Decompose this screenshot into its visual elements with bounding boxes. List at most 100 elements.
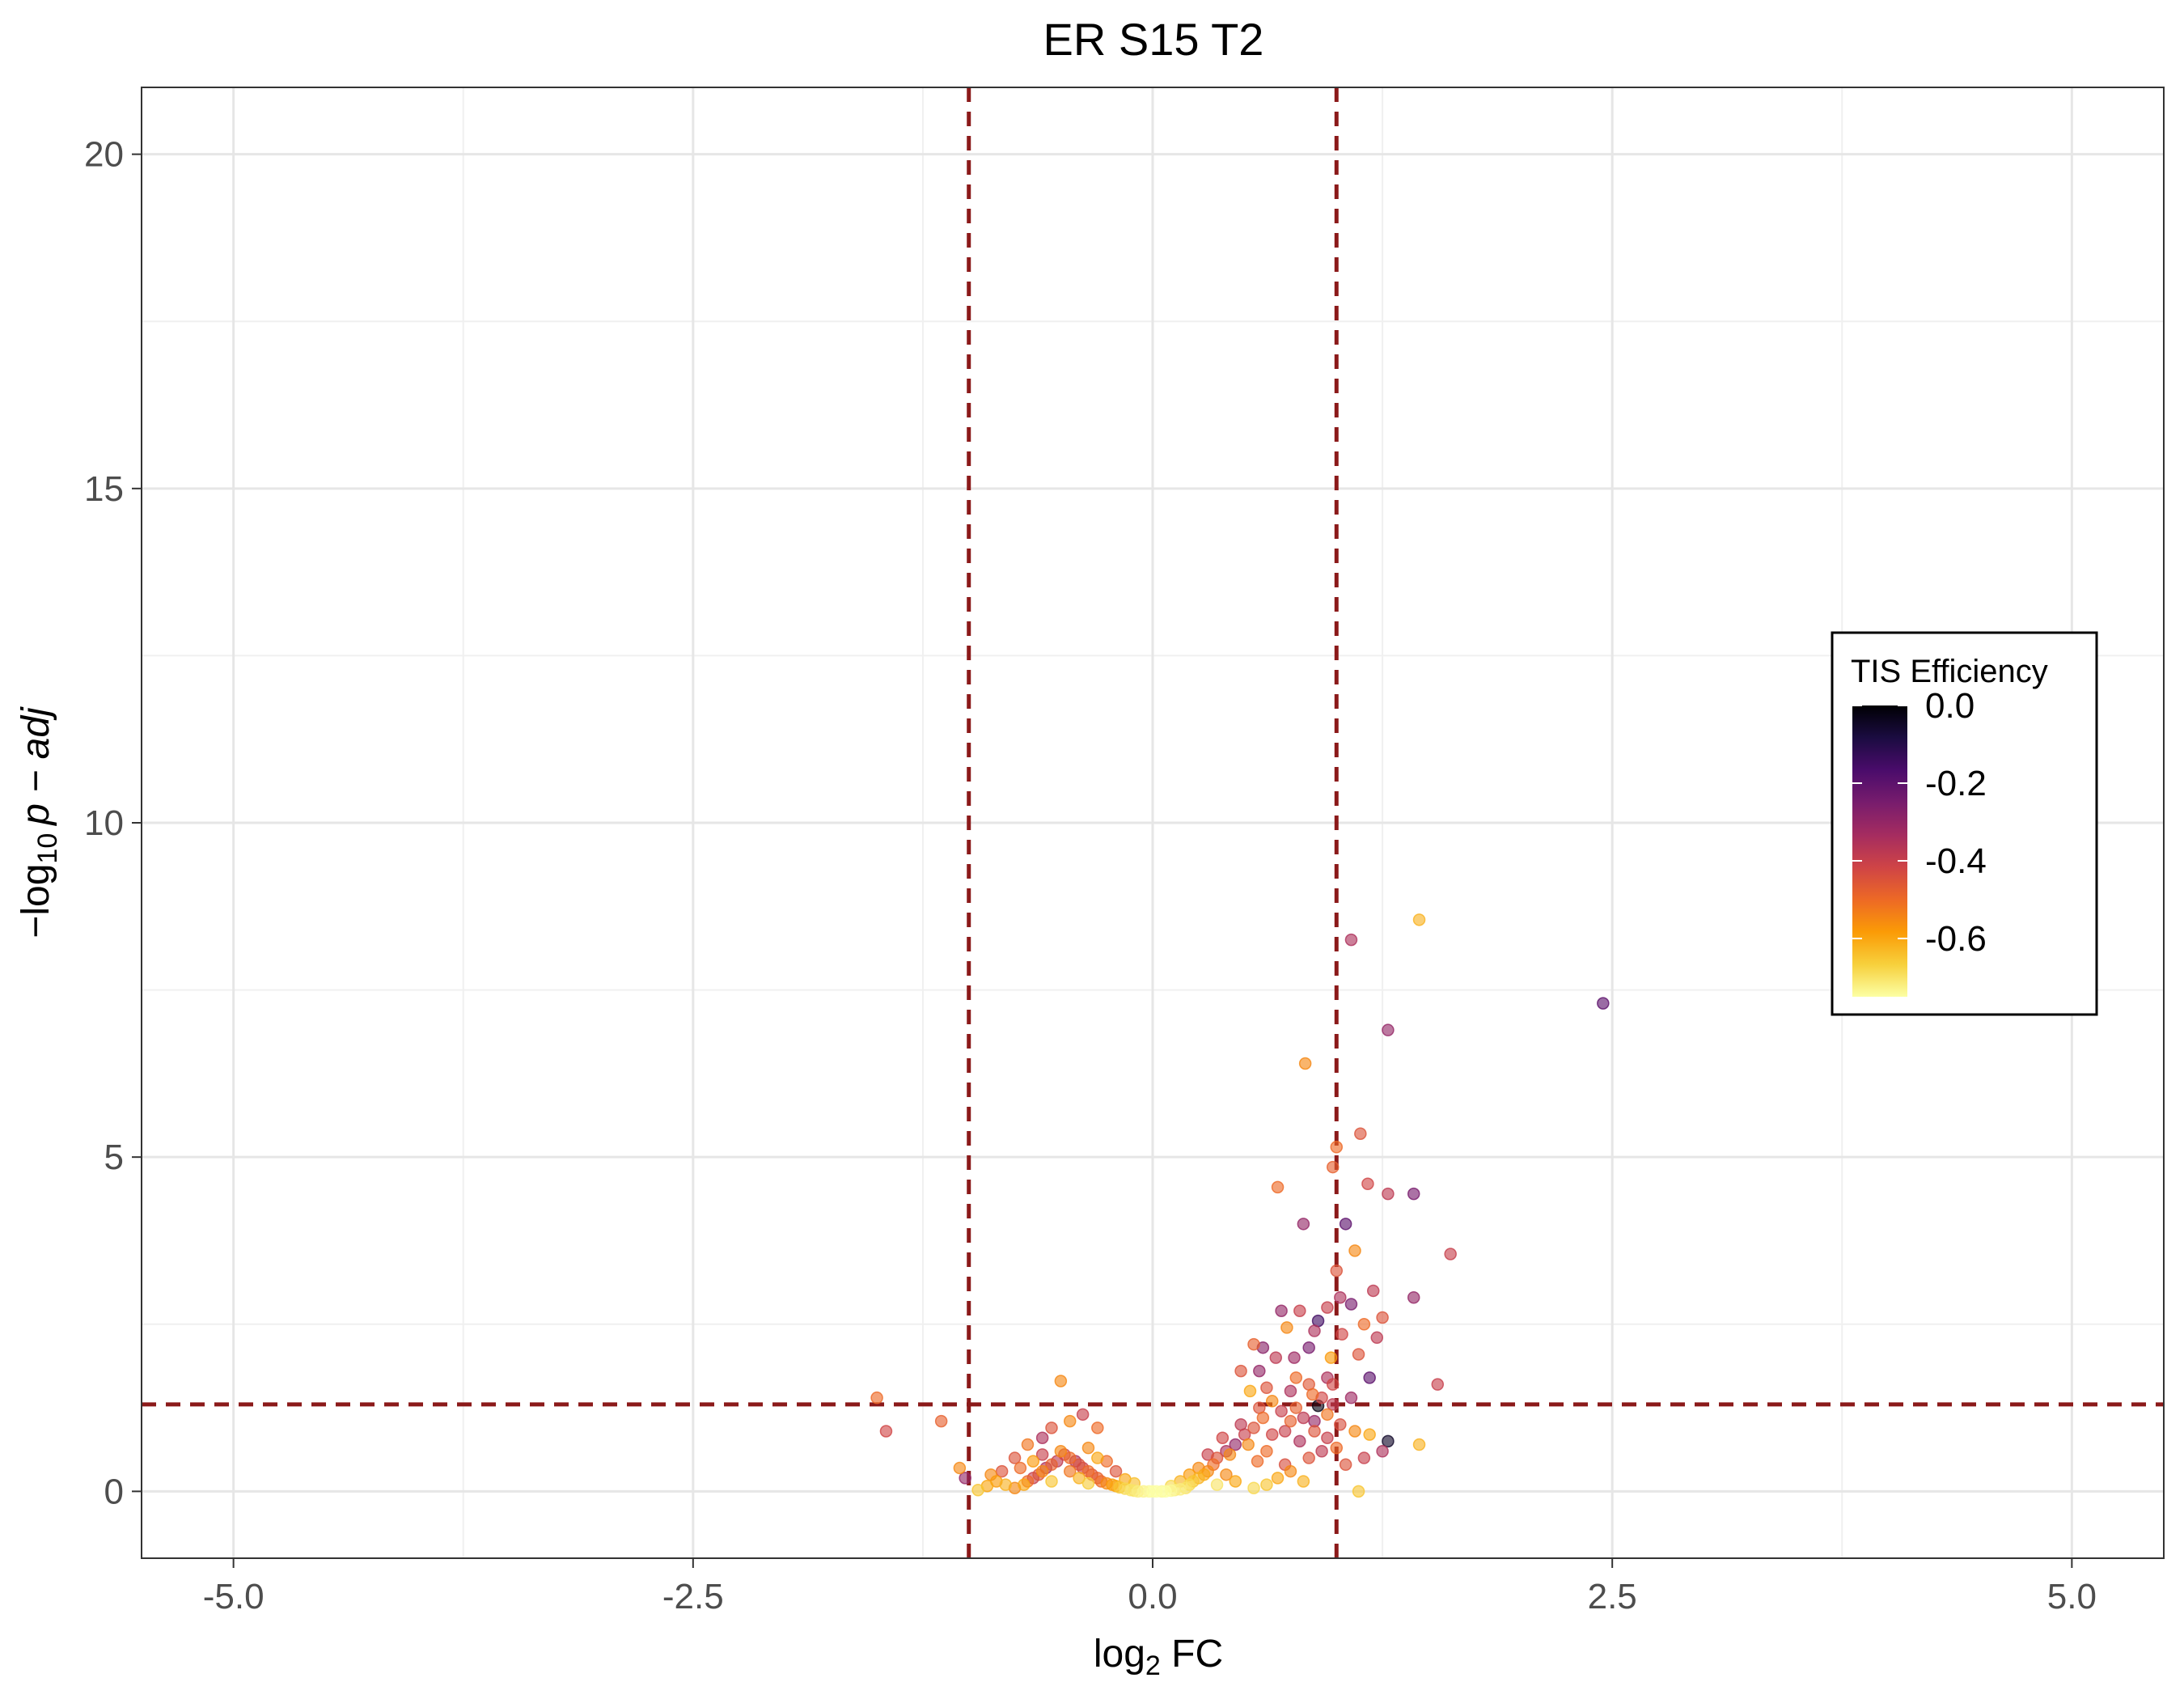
data-point	[1018, 1478, 1031, 1491]
data-point	[1321, 1301, 1334, 1314]
data-point	[1321, 1431, 1334, 1445]
data-point	[1063, 1464, 1077, 1478]
legend: TIS Efficiency 0.0 -0.2 -0.4 -0.6	[1831, 631, 2098, 1016]
data-point	[1298, 1057, 1312, 1070]
data-point	[1109, 1464, 1123, 1478]
data-point	[1045, 1421, 1058, 1434]
threshold-lines	[142, 87, 2164, 1558]
data-point	[1335, 1328, 1348, 1341]
data-point	[999, 1478, 1012, 1491]
data-point	[1247, 1421, 1260, 1434]
data-point	[1275, 1405, 1288, 1417]
data-point	[1326, 1378, 1340, 1391]
data-point	[1326, 1398, 1340, 1411]
data-point	[1223, 1448, 1237, 1461]
data-point	[1271, 1472, 1285, 1485]
data-point	[1243, 1384, 1257, 1398]
data-point	[1260, 1445, 1273, 1458]
x-tick-label: -5.0	[203, 1577, 265, 1616]
y-tick-label: 15	[84, 469, 124, 509]
data-point	[1357, 1318, 1371, 1331]
data-point	[1444, 1248, 1457, 1260]
data-point	[1251, 1455, 1264, 1468]
data-point	[1344, 1391, 1358, 1405]
legend-tick-label: -0.6	[1925, 919, 1987, 959]
data-point	[1297, 1218, 1310, 1231]
data-point	[1210, 1478, 1224, 1491]
data-point	[934, 1414, 948, 1428]
legend-ticks: 0.0 -0.2 -0.4 -0.6	[1852, 686, 1987, 959]
y-tick-label: 0	[104, 1472, 124, 1511]
data-point	[1265, 1395, 1279, 1408]
data-point	[1330, 1441, 1344, 1455]
data-point	[1306, 1388, 1319, 1401]
legend-tick-label: 0.0	[1925, 686, 1974, 726]
x-axis-label-sub: 2	[1145, 1650, 1161, 1681]
data-point	[1081, 1477, 1095, 1490]
data-point	[1063, 1451, 1077, 1464]
data-point	[1334, 1290, 1347, 1304]
y-tick-label: 20	[84, 135, 124, 175]
data-point	[1284, 1464, 1297, 1478]
data-point	[1297, 1475, 1310, 1488]
data-point	[1361, 1177, 1374, 1190]
data-point	[1260, 1381, 1273, 1395]
data-point	[1376, 1445, 1389, 1458]
data-point	[1288, 1351, 1301, 1364]
data-point	[879, 1425, 893, 1438]
data-point	[1220, 1468, 1233, 1481]
data-point	[1348, 1244, 1361, 1257]
data-point	[1045, 1458, 1058, 1472]
data-point	[1597, 997, 1610, 1010]
data-point	[1339, 1218, 1352, 1231]
data-point	[870, 1391, 883, 1405]
data-point	[1284, 1414, 1297, 1428]
data-point	[1382, 1187, 1395, 1201]
data-point	[1412, 1438, 1426, 1451]
data-point	[1407, 1290, 1420, 1304]
data-point	[1035, 1448, 1049, 1461]
data-point	[1247, 1337, 1260, 1351]
data-point	[1014, 1461, 1027, 1475]
data-point	[1363, 1371, 1376, 1384]
y-axis-label-prefix: −log	[15, 864, 57, 938]
legend-tick-label: -0.4	[1925, 841, 1987, 881]
data-point	[1370, 1331, 1384, 1345]
data-point	[1330, 1264, 1344, 1277]
x-tick-label: 0.0	[1128, 1577, 1177, 1616]
y-axis: 0 5 10 15 20	[84, 135, 142, 1511]
data-point	[1293, 1434, 1306, 1448]
data-point	[1302, 1451, 1315, 1464]
y-axis-label: −log10 p − adj	[15, 706, 63, 938]
data-point	[1308, 1324, 1321, 1337]
data-point	[1315, 1445, 1328, 1458]
data-point	[1265, 1428, 1279, 1441]
data-point	[1334, 1417, 1347, 1431]
legend-title: TIS Efficiency	[1851, 654, 2048, 689]
data-point	[1376, 1311, 1389, 1324]
data-point	[1091, 1451, 1104, 1464]
data-point	[1344, 1298, 1358, 1311]
data-point	[1289, 1371, 1303, 1384]
chart-title: ER S15 T2	[1043, 14, 1264, 65]
data-point	[1256, 1411, 1270, 1425]
data-point	[953, 1461, 967, 1475]
x-axis-label: log2 FC	[1094, 1633, 1223, 1681]
y-tick-label: 5	[104, 1138, 124, 1177]
data-point	[1357, 1451, 1371, 1464]
data-point	[1271, 1180, 1285, 1194]
data-point	[1339, 1458, 1352, 1472]
data-point	[995, 1464, 1009, 1478]
data-point	[1352, 1485, 1365, 1498]
data-point	[1289, 1401, 1303, 1414]
data-point	[1324, 1351, 1338, 1364]
data-point	[1229, 1438, 1242, 1451]
data-point	[1326, 1160, 1340, 1174]
data-point	[1407, 1187, 1420, 1201]
x-axis: -5.0 -2.5 0.0 2.5 5.0	[203, 1558, 2097, 1616]
data-point	[1297, 1411, 1310, 1425]
data-point	[1146, 1485, 1159, 1498]
legend-colorbar	[1852, 705, 1907, 997]
data-point	[1054, 1445, 1068, 1458]
